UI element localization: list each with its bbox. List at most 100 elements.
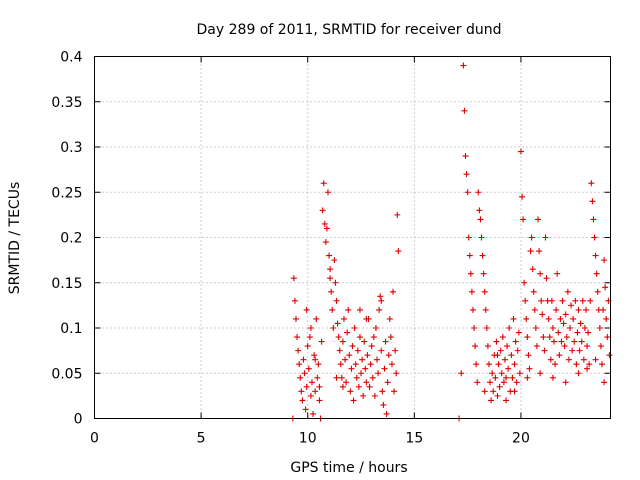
data-point xyxy=(337,361,344,368)
x-axis-label: GPS time / hours xyxy=(290,460,407,476)
y-tick-label: 0.35 xyxy=(51,95,82,111)
data-point xyxy=(386,315,393,322)
data-point xyxy=(462,153,469,160)
data-point xyxy=(525,352,532,359)
data-point xyxy=(514,347,521,354)
data-point xyxy=(479,252,486,259)
data-point xyxy=(503,397,510,404)
data-point xyxy=(589,198,596,205)
data-point xyxy=(540,334,547,341)
data-point xyxy=(316,383,323,390)
data-point xyxy=(290,275,297,282)
data-point xyxy=(526,365,533,372)
data-point xyxy=(370,334,377,341)
data-point xyxy=(597,343,604,350)
data-point xyxy=(351,325,358,331)
y-tick-label: 0.1 xyxy=(60,321,82,337)
data-point xyxy=(315,361,322,368)
data-point xyxy=(305,365,312,372)
data-point xyxy=(588,180,595,187)
data-point xyxy=(300,356,307,363)
data-point xyxy=(296,361,303,368)
data-point xyxy=(570,315,577,322)
data-point xyxy=(292,315,299,322)
data-point xyxy=(472,343,479,350)
data-point xyxy=(360,392,367,399)
data-point xyxy=(553,306,560,313)
data-point xyxy=(343,379,350,386)
data-point xyxy=(339,383,346,390)
data-point xyxy=(543,275,550,282)
data-point xyxy=(592,252,599,259)
data-point xyxy=(549,374,556,381)
data-point xyxy=(308,379,315,386)
data-point xyxy=(327,266,334,273)
data-point xyxy=(554,270,561,277)
data-point xyxy=(376,306,383,313)
data-point xyxy=(381,365,388,372)
data-point xyxy=(333,297,340,304)
data-point xyxy=(541,347,548,354)
data-point xyxy=(575,306,582,313)
data-point xyxy=(356,334,363,341)
data-point xyxy=(497,347,504,354)
data-point xyxy=(312,388,319,395)
data-point xyxy=(326,252,333,259)
data-point xyxy=(320,180,327,187)
data-point xyxy=(515,329,522,336)
data-point xyxy=(321,220,328,227)
data-point xyxy=(601,257,608,264)
data-point xyxy=(556,352,563,359)
data-point xyxy=(334,320,341,327)
data-point xyxy=(473,361,480,368)
data-point xyxy=(587,297,594,304)
data-point xyxy=(550,338,557,345)
data-point xyxy=(484,343,491,350)
data-point xyxy=(508,352,515,359)
y-tick-label: 0.4 xyxy=(60,50,82,66)
data-point xyxy=(477,216,484,223)
x-tick-label: 0 xyxy=(90,431,99,447)
data-point xyxy=(547,356,554,363)
data-point xyxy=(578,338,585,345)
data-point xyxy=(593,270,600,277)
data-point xyxy=(531,306,538,313)
data-point xyxy=(592,356,599,363)
data-point xyxy=(487,379,494,386)
data-point xyxy=(318,338,325,345)
data-point xyxy=(566,325,573,331)
data-point xyxy=(303,306,310,313)
data-point xyxy=(523,315,530,322)
data-point xyxy=(342,356,349,363)
data-point xyxy=(562,379,569,386)
data-point xyxy=(565,356,572,363)
data-point xyxy=(513,379,520,386)
data-point xyxy=(558,338,565,345)
data-point xyxy=(499,334,506,341)
data-point xyxy=(590,216,597,223)
data-point xyxy=(575,370,582,377)
data-point xyxy=(519,193,526,200)
data-point xyxy=(354,347,361,354)
data-point xyxy=(371,392,378,399)
data-point xyxy=(335,334,342,341)
data-point xyxy=(347,388,354,395)
data-point xyxy=(380,401,387,408)
data-point xyxy=(537,270,544,277)
data-point xyxy=(353,374,360,381)
data-points xyxy=(289,62,613,422)
data-point xyxy=(563,334,570,341)
data-point xyxy=(368,343,375,350)
data-point xyxy=(488,397,495,404)
data-point xyxy=(303,383,310,390)
data-point xyxy=(559,297,566,304)
data-point xyxy=(579,297,586,304)
data-point xyxy=(377,293,384,300)
data-point xyxy=(600,306,607,313)
data-point xyxy=(345,306,352,313)
data-point xyxy=(549,325,556,331)
data-point xyxy=(310,410,317,417)
data-point xyxy=(522,297,529,304)
data-point xyxy=(297,374,304,381)
data-point xyxy=(350,397,357,404)
